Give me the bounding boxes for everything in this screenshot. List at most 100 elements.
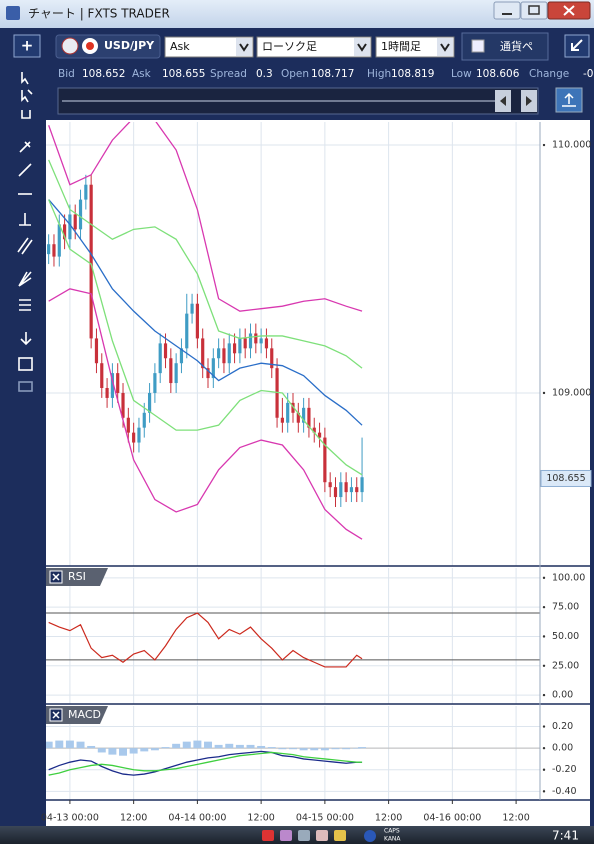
tool-hand[interactable] [21, 110, 31, 119]
quote-label: Ask [132, 68, 152, 80]
tray-icon[interactable] [262, 830, 274, 841]
x-tick-label: 12:00 [247, 813, 274, 824]
candle-body [328, 482, 332, 488]
quote-label: Spread [210, 68, 247, 80]
candle-body [147, 392, 152, 413]
histogram-bar [358, 747, 367, 749]
x-tick-label: 12:00 [120, 813, 147, 824]
tray-icon[interactable] [334, 830, 346, 841]
x-tick-label: 04-15 00:00 [296, 813, 354, 824]
band-line [48, 199, 363, 476]
histogram-bar [140, 748, 149, 752]
candle-body [179, 348, 184, 364]
tool-trend-line[interactable] [18, 163, 32, 177]
candle-body [232, 343, 237, 354]
quote-label: Bid [58, 68, 75, 80]
histogram-bar [278, 748, 287, 750]
quote-label: High [367, 68, 391, 80]
candle-body [217, 348, 221, 359]
quote-value: 0.3 [256, 68, 273, 80]
candle-body [158, 343, 162, 374]
maximize-button[interactable] [520, 1, 548, 20]
tray-icon[interactable] [316, 830, 328, 841]
histogram-bar [97, 748, 106, 753]
dropdown-button [236, 38, 252, 56]
tool-list[interactable] [18, 357, 33, 371]
dropdown-arrow [440, 43, 450, 52]
tool-pointer[interactable] [21, 72, 29, 85]
band-line [48, 288, 363, 540]
tool-vertical-line[interactable] [19, 213, 31, 226]
histogram-bar [76, 741, 85, 749]
band-line [48, 159, 363, 369]
y-tick-label: -0.40 [552, 786, 577, 797]
quote-value: 108.652 [82, 68, 125, 80]
candle-body [243, 338, 247, 349]
tool-fibonacci[interactable] [19, 299, 31, 311]
candle-body [78, 199, 83, 230]
quote-value: 108.819 [391, 68, 434, 80]
candle-body [333, 487, 338, 498]
timeframe-select[interactable] [375, 36, 455, 58]
x-tick-label: 12:00 [375, 813, 402, 824]
navigator-arrow [526, 96, 532, 106]
candle-body [211, 358, 215, 379]
candle-body [185, 313, 189, 349]
tool-download[interactable] [20, 332, 32, 346]
panel-title: MACD [68, 708, 101, 721]
chart-panel: 110.000 109.000 108.655 [46, 122, 592, 567]
caps-indicator: CAPS [384, 828, 400, 835]
tool-channel[interactable] [17, 237, 33, 255]
tray-icon[interactable] [298, 830, 310, 841]
candle-body [195, 303, 199, 339]
pair-checkbox[interactable] [471, 39, 485, 53]
y-tick-label: 110.000 [552, 140, 591, 151]
y-tick-label: 75.00 [552, 602, 579, 613]
tool-camera[interactable] [18, 381, 33, 392]
histogram-bar [257, 745, 266, 749]
quote-value: 108.655 [162, 68, 205, 80]
y-tick-mark [542, 605, 546, 609]
tool-hammer[interactable] [19, 141, 31, 153]
chart-type: ローソク足 [262, 40, 317, 53]
indicator-line [48, 612, 363, 668]
candle-body [259, 338, 263, 344]
histogram-bar [246, 744, 255, 749]
add-label: + [21, 37, 34, 55]
dropdown-arrow [239, 43, 249, 52]
add-button[interactable] [13, 34, 41, 58]
tool-fan[interactable] [18, 271, 32, 287]
histogram-bar [225, 743, 234, 749]
histogram-bar [65, 740, 74, 749]
histogram-bar [193, 740, 202, 749]
quote-row: Bid 108.652 Ask 108.655 Spread 0.3 Open 108.717… [58, 68, 594, 80]
dropdown-arrow [357, 43, 367, 52]
price-side: Ask [170, 40, 190, 53]
chart-type-select[interactable] [256, 36, 372, 58]
tray-icon[interactable] [280, 830, 292, 841]
indicator-line [48, 751, 363, 776]
candle-body [52, 244, 56, 257]
plot-area [47, 122, 364, 540]
navigator-arrow [500, 96, 506, 106]
maximize-icon [528, 5, 540, 15]
help-icon[interactable] [364, 830, 376, 842]
candle-body [270, 348, 274, 369]
minimize-button[interactable] [493, 1, 521, 20]
histogram-bar [108, 748, 117, 755]
chart-panel: 0.20 0.00 -0.20 -0.40 MACD [46, 706, 590, 801]
y-tick-label: 0.00 [552, 743, 573, 754]
y-tick-mark [542, 746, 546, 750]
x-tick-label: 04-16 00:00 [423, 813, 481, 824]
histogram-bar [235, 744, 244, 749]
histogram-bar [331, 748, 340, 750]
candle-body [360, 477, 364, 493]
price-side-select[interactable] [164, 36, 254, 58]
tool-crosshair[interactable] [21, 89, 33, 103]
symbol-box[interactable] [55, 34, 161, 59]
kana-indicator: KANA [384, 836, 401, 843]
plot-area [46, 740, 540, 776]
y-tick-mark [542, 693, 546, 697]
y-tick-label: 0.00 [552, 690, 573, 701]
